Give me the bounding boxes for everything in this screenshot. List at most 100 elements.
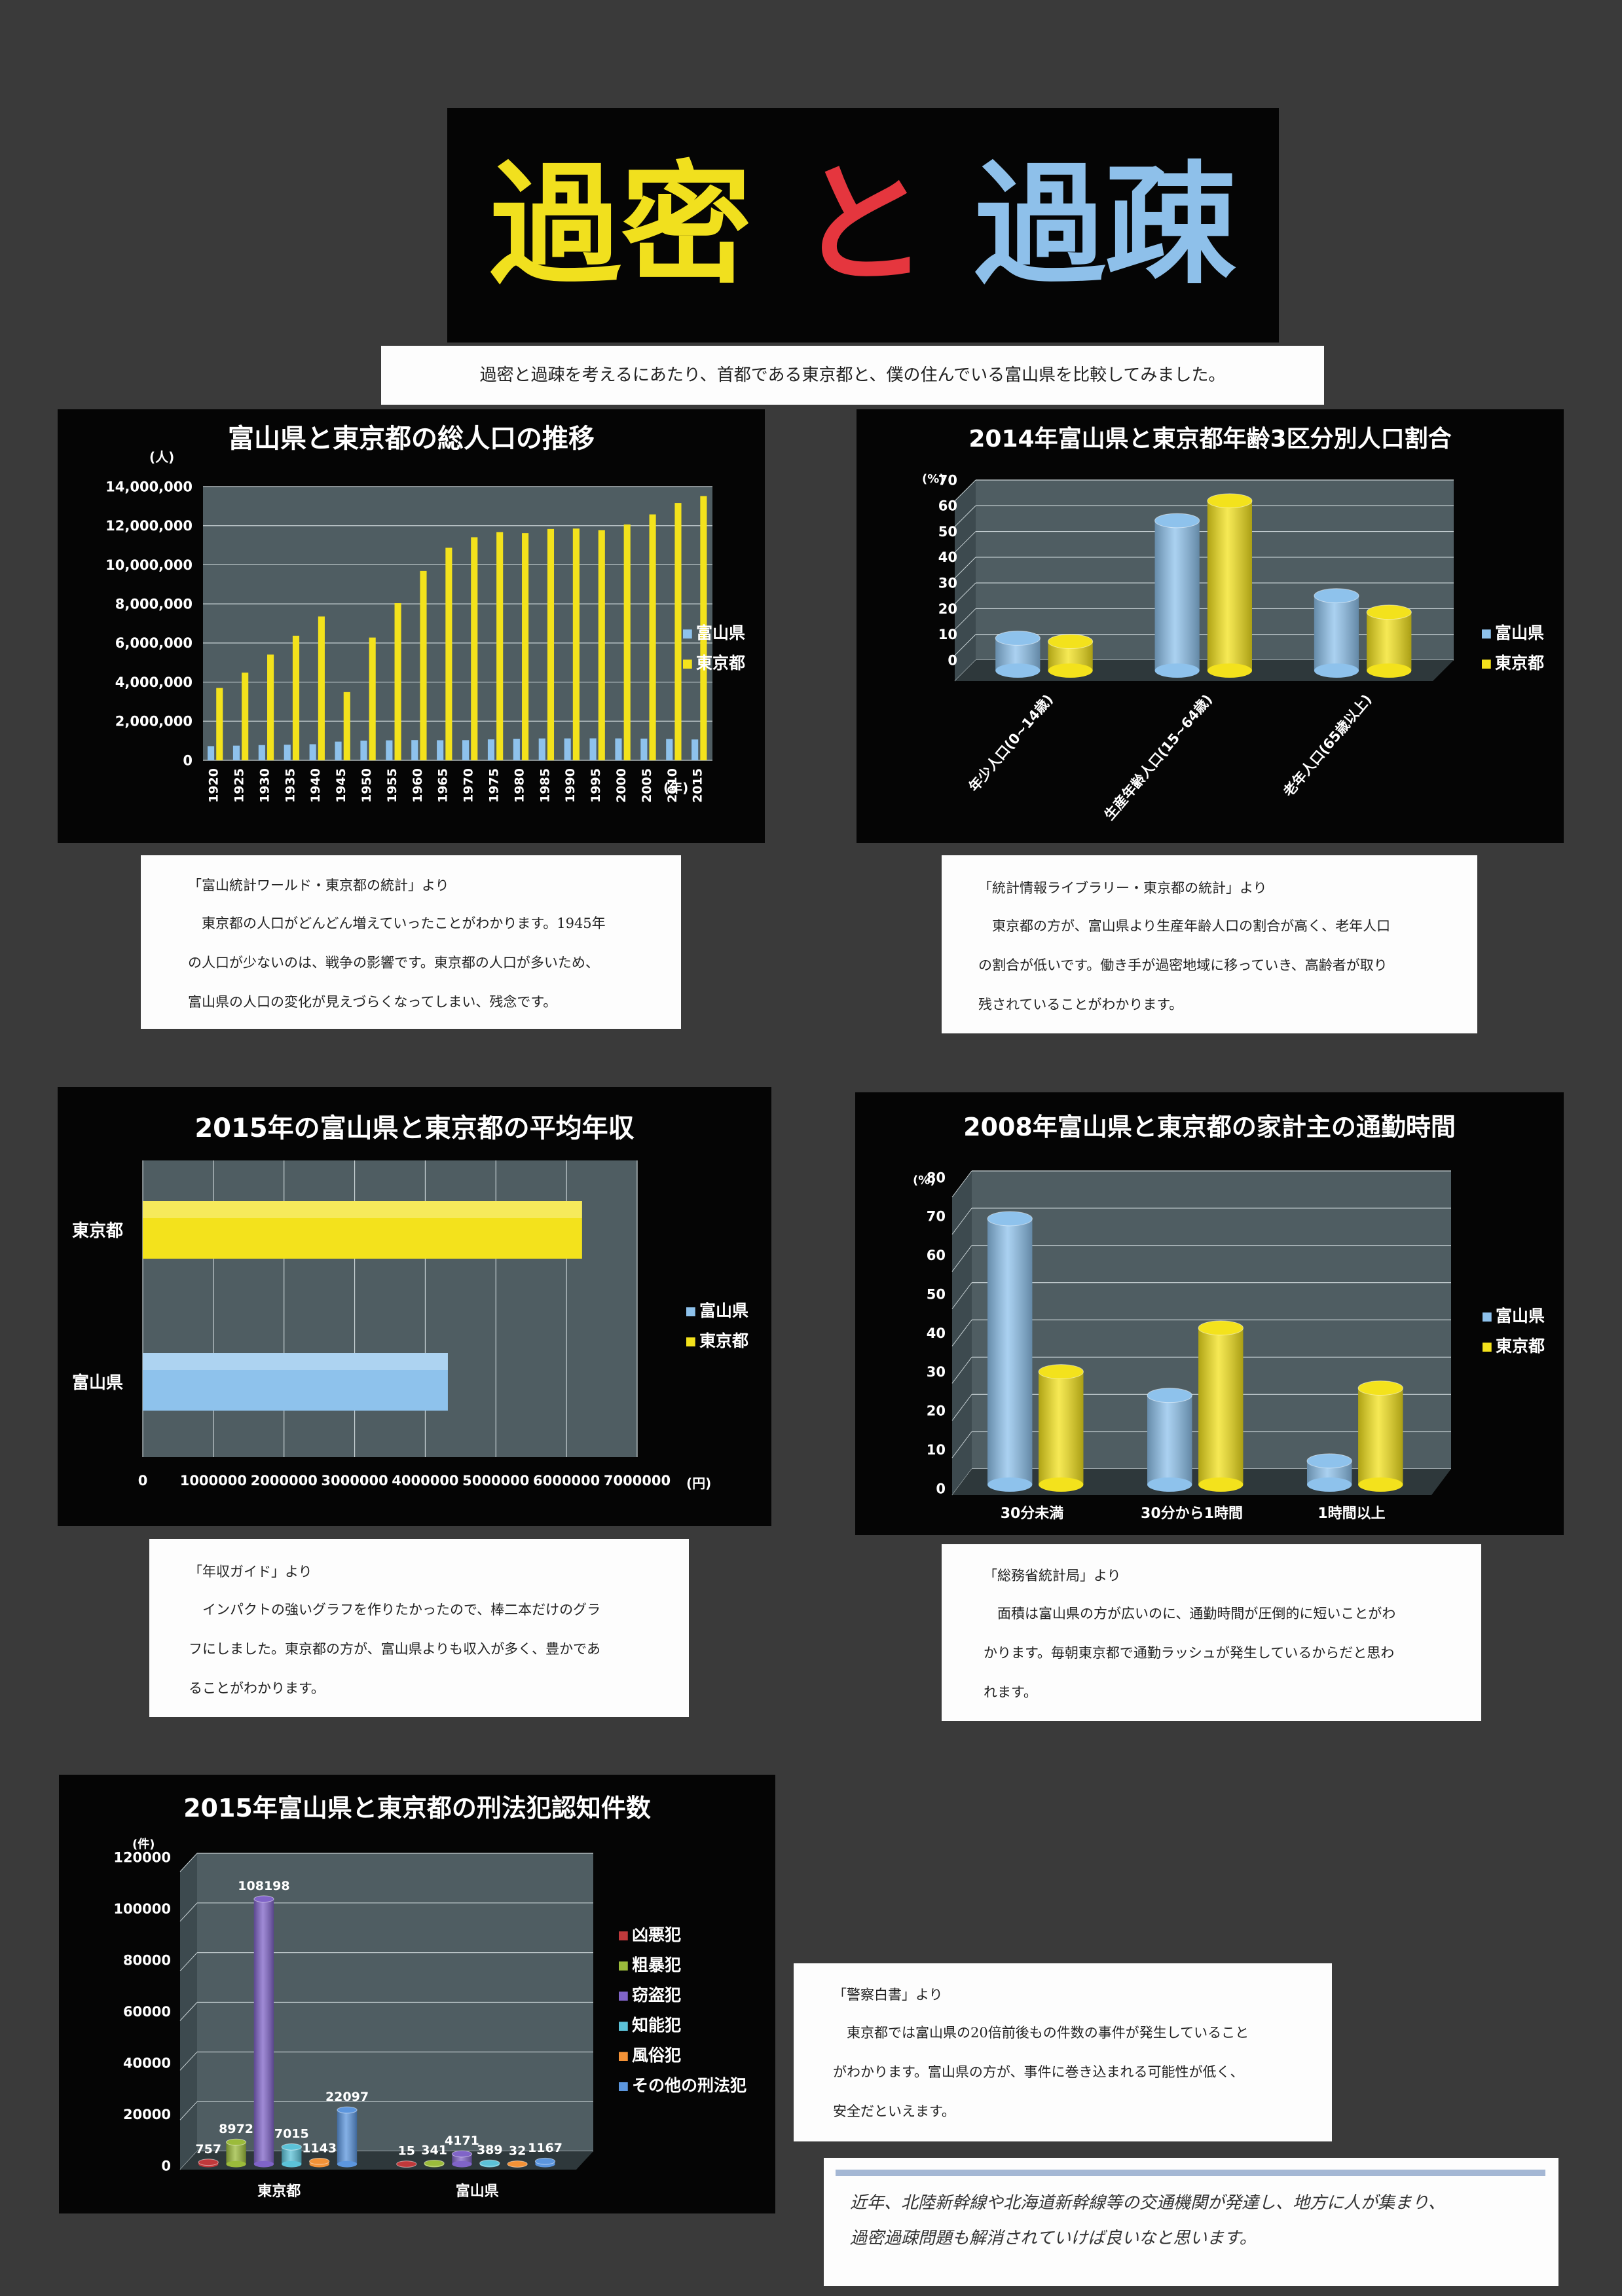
bar-top	[253, 1895, 274, 1903]
gridline-side	[954, 634, 976, 656]
data-label: 7015	[274, 2126, 309, 2141]
gridline-side	[954, 608, 976, 630]
y-tick-label: 2,000,000	[115, 714, 193, 730]
note-line: 東京都の方が、富山県より生産年齢人口の割合が高く、老年人口	[992, 918, 1391, 934]
y-axis-label: (%)	[913, 1174, 936, 1187]
chart-panel-crime: 2015年富山県と東京都の刑法犯認知件数 120000 100000 80000 60…	[59, 1775, 775, 2213]
bar	[564, 738, 571, 760]
bar-shade	[1314, 595, 1359, 671]
bar	[343, 692, 350, 760]
bar-shade	[337, 2109, 358, 2164]
bar	[208, 746, 215, 760]
y-tick-label: 60	[938, 498, 957, 514]
bar	[369, 637, 376, 760]
bar-base	[995, 663, 1041, 678]
bar	[538, 738, 545, 760]
x-tick-label: 1950	[359, 768, 374, 803]
bar-top	[1147, 1388, 1192, 1403]
legend-swatch	[686, 1337, 695, 1346]
bar-base	[337, 2160, 358, 2168]
y-tick-label: 30	[938, 575, 957, 591]
note-line: の人口が少ないのは、戦争の影響です。東京都の人口が多いため、	[188, 955, 599, 971]
note-line: 残されていることがわかります。	[978, 997, 1183, 1012]
gridline-side	[179, 1952, 198, 1972]
legend-label: 富山県	[1495, 623, 1544, 642]
data-label: 341	[421, 2143, 447, 2157]
bar-top	[995, 631, 1041, 646]
x-tick-label: 1985	[538, 768, 552, 803]
bar	[394, 603, 401, 760]
x-tick-label: 年少人口(0~14歳)	[966, 692, 1056, 795]
commute-chart: 80 70 60 50 40 30 20 10 0 (%) 30分未満 30分から1時間 1時間以上 富山…	[913, 1170, 1545, 1522]
bar-base	[1154, 663, 1200, 678]
gridline-side	[951, 1320, 972, 1346]
bar-shade	[987, 1218, 1033, 1485]
bar-base	[1048, 663, 1093, 678]
note-source: 「年収ガイド」より	[189, 1564, 312, 1580]
bar-top	[225, 2138, 247, 2146]
bar	[318, 616, 325, 760]
legend-label: 富山県	[1496, 1306, 1545, 1325]
gridline-side	[951, 1394, 972, 1421]
legend-label: 粗暴犯	[632, 1955, 681, 1974]
legend-label: 東京都	[1495, 654, 1544, 673]
legend-swatch	[619, 2052, 628, 2061]
bar-base	[1358, 1477, 1403, 1492]
data-label: 15	[398, 2144, 415, 2158]
gridline-side	[951, 1431, 972, 1458]
legend-swatch	[683, 659, 692, 669]
x-tick-label: 1935	[283, 768, 297, 803]
note-source: 「総務省統計局」より	[984, 1568, 1121, 1583]
gridline-side	[951, 1357, 972, 1384]
y-axis-label: (%)	[922, 472, 945, 486]
bar	[615, 738, 622, 760]
bar	[143, 1201, 582, 1259]
gridline-side	[951, 1170, 972, 1198]
x-tick-label: 30分未満	[1001, 1505, 1064, 1522]
chart-panel-income: 2015年の富山県と東京都の平均年収 0 1000000 2000000 300000…	[58, 1087, 771, 1526]
bar-top	[309, 2157, 330, 2165]
bar-top	[1314, 588, 1359, 604]
legend-label: 富山県	[699, 1301, 748, 1320]
bar	[335, 741, 342, 760]
note-population: 「富山統計ワールド・東京都の統計」より 東京都の人口がどんどん増えていったことが…	[141, 855, 681, 1029]
bar	[487, 739, 495, 760]
x-tick-label: 東京都	[257, 2183, 301, 2200]
title-part-2: と	[797, 148, 929, 302]
x-tick-label: 4000000	[392, 1473, 458, 1489]
chart-panel-population: 富山県と東京都の総人口の推移 14,000,000 12,000,000 10,00…	[58, 409, 765, 843]
legend-swatch	[686, 1307, 695, 1316]
note-line: ることがわかります。	[189, 1680, 325, 1696]
x-tick-label: 1995	[589, 768, 603, 803]
x-tick-label: 1975	[487, 768, 501, 803]
bar	[598, 530, 605, 760]
x-tick-label: 1980	[512, 768, 526, 803]
legend-swatch	[619, 2022, 628, 2031]
legend-swatch	[619, 1961, 628, 1971]
bar-top	[337, 2106, 358, 2114]
bar	[258, 745, 265, 760]
note-source: 「統計情報ライブラリー・東京都の統計」より	[978, 880, 1267, 896]
data-label: 32	[509, 2143, 526, 2158]
y-tick-label: 4,000,000	[115, 675, 193, 690]
bar	[360, 740, 367, 760]
bar-shade	[1154, 520, 1200, 671]
legend-swatch	[619, 1991, 628, 2001]
bar-top	[1048, 634, 1094, 650]
x-tick-label: 2000	[614, 768, 629, 803]
y-tick-label: 30	[927, 1364, 946, 1380]
note-line: 安全だといえます。	[833, 2103, 955, 2119]
note-line: 面積は富山県の方が広いのに、通勤時間が圧倒的に短いことがわ	[997, 1606, 1396, 1621]
bar-top	[1038, 1364, 1084, 1379]
bar-base	[987, 1477, 1033, 1492]
x-tick-label: 2000000	[251, 1473, 318, 1489]
bar-top	[507, 2160, 528, 2168]
y-tick-label: 10,000,000	[105, 557, 193, 573]
bar-top	[479, 2159, 500, 2167]
title-part-1: 過密	[489, 148, 752, 302]
legend-label: 窃盗犯	[632, 1986, 681, 2005]
y-tick-label: 70	[927, 1209, 946, 1225]
data-label: 4171	[445, 2134, 479, 2148]
bar	[674, 503, 682, 760]
bar	[496, 532, 504, 760]
